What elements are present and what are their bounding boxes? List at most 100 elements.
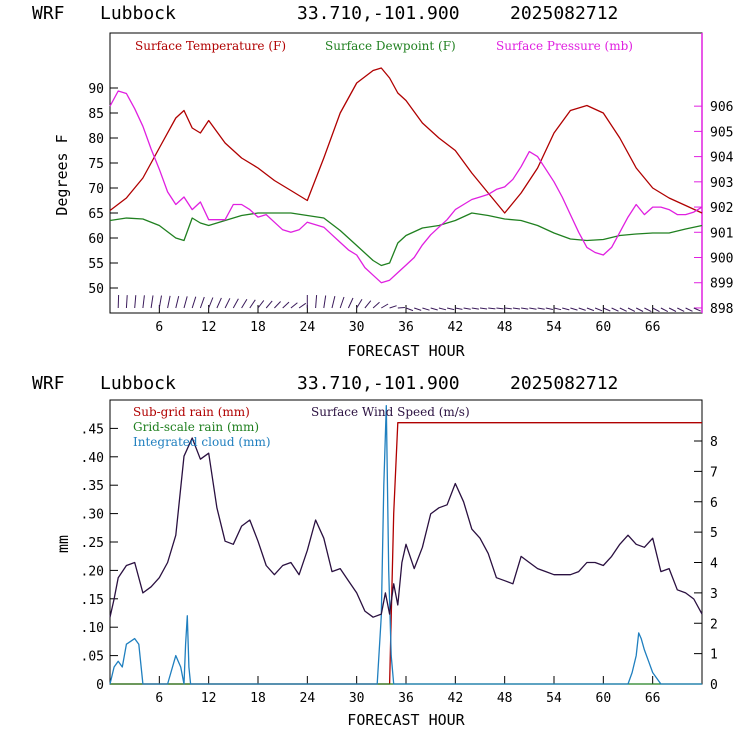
x-tick-label: 24 <box>300 320 316 335</box>
wind-barb <box>340 297 344 308</box>
y-tick-label: 55 <box>88 257 104 272</box>
wind-barb <box>612 308 619 311</box>
wind-barb <box>521 308 528 309</box>
wind-barb <box>669 308 676 312</box>
y2-tick-label: 1 <box>710 648 718 663</box>
x-tick-label: 18 <box>250 691 266 706</box>
wind-barb <box>480 308 487 309</box>
wind-barb <box>233 299 238 308</box>
wind-barb <box>266 301 272 308</box>
header2-location: Lubbock <box>100 373 176 394</box>
y-tick-label: 90 <box>88 82 104 97</box>
y-tick-label: .30 <box>81 508 104 523</box>
x-tick-label: 30 <box>349 320 365 335</box>
wind-barb <box>653 308 660 312</box>
wind-barb <box>603 308 610 311</box>
x-tick-label: 48 <box>497 320 513 335</box>
wind-barb <box>151 295 153 308</box>
y-tick-label: .05 <box>81 650 104 665</box>
wind-barb <box>250 300 256 308</box>
y2-tick-label: 903 <box>710 176 733 191</box>
y-tick-label: 65 <box>88 207 104 222</box>
header2-coords: 33.710,-101.900 <box>297 373 460 394</box>
y2-tick-label: 904 <box>710 151 734 166</box>
wind-barb <box>488 308 495 309</box>
x-tick-label: 60 <box>596 691 612 706</box>
x-tick-label: 66 <box>645 691 661 706</box>
wind-barb <box>636 308 643 312</box>
wind-barb <box>299 303 306 308</box>
wind-barb <box>505 308 512 309</box>
wind-barb <box>513 308 520 309</box>
x-tick-label: 36 <box>398 691 414 706</box>
x-tick-label: 6 <box>155 691 163 706</box>
y2-tick-label: 3 <box>710 587 718 602</box>
wind-barb <box>414 308 421 310</box>
x-tick-label: 24 <box>300 691 316 706</box>
wind-barb <box>192 297 196 308</box>
wind-barb <box>373 302 379 308</box>
y2-tick-label: 4 <box>710 557 718 572</box>
header-coords: 33.710,-101.900 <box>297 3 460 24</box>
wind-barb <box>398 308 405 309</box>
y2-tick-label: 2 <box>710 617 718 632</box>
wind-barb <box>274 302 280 309</box>
x-tick-label: 48 <box>497 691 513 706</box>
legend-pressure: Surface Pressure (mb) <box>496 39 633 53</box>
y2-tick-label: 0 <box>710 678 718 693</box>
y-tick-label: 50 <box>88 282 104 297</box>
x-tick-label: 18 <box>250 320 266 335</box>
wind-barb <box>143 295 145 308</box>
series-line-2 <box>110 91 702 283</box>
y2-tick-label: 898 <box>710 302 733 317</box>
legend-subgrid-rain: Sub-grid rain (mm) <box>133 405 250 419</box>
wind-barb <box>332 296 335 308</box>
y2-tick-label: 905 <box>710 125 733 140</box>
wind-barb <box>159 296 161 308</box>
y-tick-label: .10 <box>81 621 104 636</box>
legend-temperature: Surface Temperature (F) <box>135 39 286 53</box>
y-tick-label: 0 <box>96 678 104 693</box>
wind-barb <box>472 308 479 309</box>
series-line-1 <box>110 213 702 266</box>
y2-tick-label: 902 <box>710 201 733 216</box>
x-tick-label: 42 <box>448 320 464 335</box>
wind-barb <box>283 302 289 308</box>
wind-barb <box>200 297 204 308</box>
wind-barb <box>694 308 701 311</box>
wind-barb <box>529 308 536 309</box>
y-tick-label: .40 <box>81 451 104 466</box>
wind-barb <box>176 296 179 308</box>
header2-model: WRF <box>32 373 65 394</box>
wind-barb <box>242 299 247 308</box>
wind-barb <box>439 308 446 310</box>
wind-barb <box>587 308 594 311</box>
wind-barb <box>348 298 353 308</box>
wind-barb <box>209 298 213 309</box>
y2-tick-label: 7 <box>710 465 718 480</box>
wind-barb <box>291 303 298 308</box>
y2-tick-label: 901 <box>710 226 733 241</box>
wind-barb <box>381 304 388 308</box>
wind-barb <box>316 295 317 308</box>
legend-cloud: Integrated cloud (mm) <box>133 435 271 449</box>
wind-barb <box>225 298 230 308</box>
y-tick-label: 60 <box>88 232 104 247</box>
series-line-0 <box>110 68 702 213</box>
y-tick-label: .35 <box>81 479 104 494</box>
y2-tick-label: 6 <box>710 496 718 511</box>
y-tick-label: 75 <box>88 157 104 172</box>
xlabel-bottom: FORECAST HOUR <box>347 711 465 729</box>
wind-barb <box>464 308 471 309</box>
y2-tick-label: 899 <box>710 277 733 292</box>
y-tick-label: .15 <box>81 593 104 608</box>
wind-barb <box>324 296 326 309</box>
x-tick-label: 6 <box>155 320 163 335</box>
x-tick-label: 60 <box>596 320 612 335</box>
wind-barb <box>455 308 462 309</box>
wind-barb <box>579 308 586 310</box>
y-tick-label: 80 <box>88 132 104 147</box>
y-tick-label: .45 <box>81 422 104 437</box>
header2-run: 2025082712 <box>510 373 618 394</box>
